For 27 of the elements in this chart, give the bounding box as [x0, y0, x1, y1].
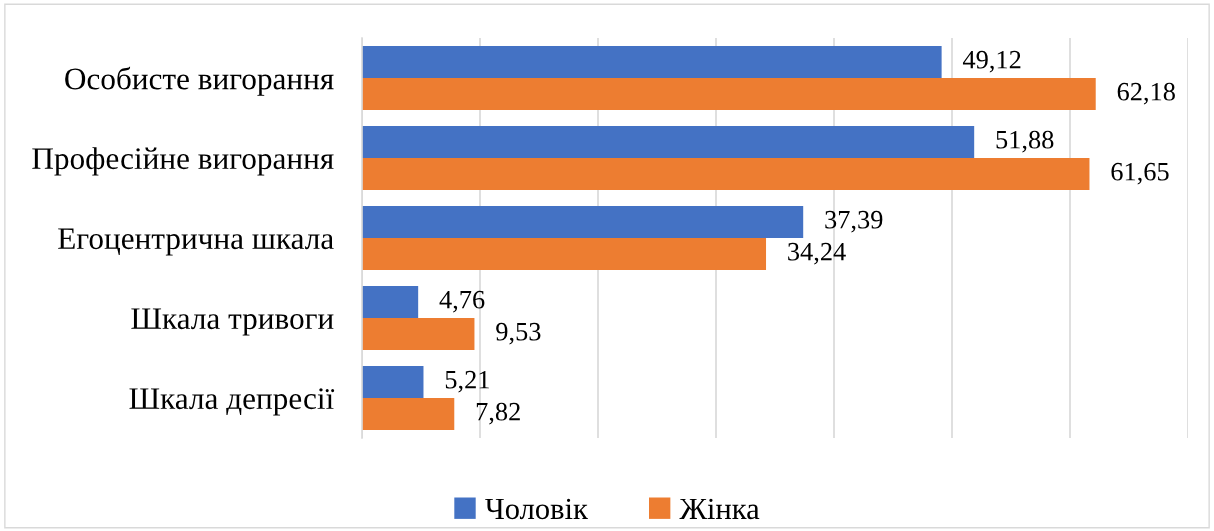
data-label: 37,39	[825, 210, 883, 233]
bar	[362, 206, 804, 238]
bar	[362, 126, 975, 158]
data-label: 9,53	[496, 322, 541, 345]
data-label: 62,18	[1117, 82, 1175, 105]
y-tick-label: Егоцентрична шкала	[58, 228, 334, 256]
legend-label: Жінка	[679, 498, 760, 520]
data-label: 5,21	[445, 370, 489, 393]
y-tick-label: Особисте вигорання	[65, 66, 334, 96]
data-label: 34,24	[788, 242, 846, 265]
bar	[362, 398, 455, 430]
data-label: 61,65	[1111, 162, 1169, 185]
bar	[362, 46, 942, 78]
legend-label: Чоловік	[485, 498, 588, 520]
bar	[362, 318, 475, 350]
y-tick-label: Шкала депресії	[129, 388, 335, 416]
data-label: 51,88	[996, 130, 1054, 153]
bar	[362, 78, 1096, 110]
bar	[362, 286, 419, 318]
data-label: 4,76	[439, 290, 485, 313]
y-tick-label: Шкала тривоги	[131, 308, 334, 336]
y-tick-label: Професійне вигорання	[32, 147, 334, 176]
data-label: 7,82	[476, 402, 520, 425]
bar	[362, 238, 767, 270]
bar	[362, 366, 424, 398]
bar	[362, 158, 1090, 190]
data-label: 49,12	[962, 50, 1021, 73]
